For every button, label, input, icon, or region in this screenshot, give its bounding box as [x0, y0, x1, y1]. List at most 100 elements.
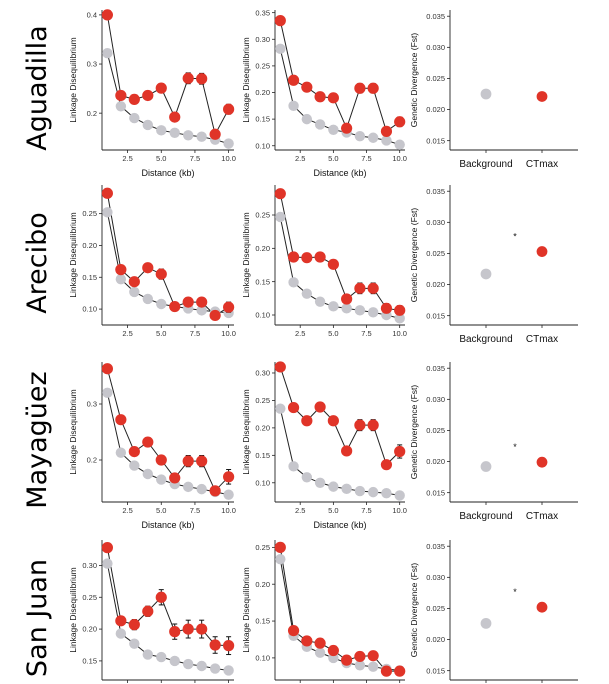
y-tick-label: 0.025 — [426, 604, 445, 613]
background-series-line — [106, 392, 229, 496]
x-tick-label: 7.5 — [361, 506, 371, 515]
y-tick-label: 0.35 — [255, 8, 270, 17]
population-label: Aguadilla — [22, 25, 53, 150]
y-tick-label: 0.020 — [426, 635, 445, 644]
background-point — [115, 447, 127, 458]
y-tick-label: 0.20 — [255, 580, 270, 589]
ctmax-point — [287, 74, 300, 86]
x-tick-label: 10.0 — [392, 154, 407, 163]
ctmax-point — [327, 92, 339, 104]
background-series-line — [279, 48, 400, 146]
ctmax-point — [115, 615, 127, 627]
ctmax-point — [155, 454, 167, 466]
ctmax-point — [354, 82, 366, 94]
background-point — [223, 138, 234, 149]
x-tick-label: 10.0 — [221, 506, 236, 515]
background-point — [394, 490, 405, 501]
y-tick-label: 0.20 — [255, 423, 270, 432]
ctmax-point — [367, 282, 379, 294]
background-point — [314, 477, 326, 488]
ctmax-point — [301, 635, 313, 647]
y-axis-label: Genetic Divergence (Fst) — [409, 563, 419, 658]
background-point — [288, 461, 299, 472]
background-point — [301, 113, 313, 125]
ctmax-point — [142, 605, 154, 617]
ctmax-point — [341, 654, 353, 666]
x-tick-label: 2.5 — [295, 154, 305, 163]
background-point — [102, 207, 113, 218]
population-row-2: Mayagüez 0.2 0.3 2.5 5.0 7.5 10.0 Linkage Diseq… — [22, 361, 578, 530]
population-row-1: Arecibo 0.10 0.15 0.20 0.25 2.5 5.0 7.5 10.0 Link… — [22, 185, 578, 345]
background-point — [129, 112, 140, 124]
background-point — [196, 305, 207, 316]
y-tick-label: 0.25 — [255, 61, 270, 70]
ctmax-point — [380, 665, 393, 677]
ctmax-point — [380, 459, 393, 471]
ctmax-point — [155, 268, 167, 280]
x-tick-label: 10.0 — [392, 329, 407, 338]
x-axis-label: Distance (kb) — [141, 520, 194, 530]
ld-panel-1: 0.10 0.15 0.20 0.25 0.30 2.5 5.0 7.5 10.0 Linkage… — [241, 361, 407, 530]
y-tick-label: 0.015 — [426, 488, 445, 497]
ctmax-point — [394, 445, 406, 458]
ctmax-point — [142, 262, 154, 274]
background-point — [156, 298, 167, 310]
ctmax-point — [314, 401, 326, 413]
background-point — [102, 48, 113, 59]
background-point — [142, 649, 153, 660]
background-point — [156, 474, 167, 485]
x-tick-label: 5.0 — [156, 154, 166, 163]
x-tick-label: 2.5 — [295, 329, 305, 338]
background-point — [142, 293, 153, 305]
background-point — [341, 303, 352, 314]
x-tick-label: 7.5 — [361, 329, 371, 338]
ctmax-point — [287, 401, 300, 414]
y-tick-label: 0.25 — [255, 211, 270, 220]
ctmax-point — [394, 304, 406, 316]
y-axis-label: Genetic Divergence (Fst) — [409, 208, 419, 303]
background-point — [288, 100, 299, 112]
y-tick-label: 0.025 — [426, 426, 445, 435]
y-tick-label: 0.030 — [426, 395, 445, 404]
y-axis-label: Genetic Divergence (Fst) — [409, 33, 419, 128]
y-tick-label: 0.3 — [87, 400, 97, 409]
background-point — [196, 131, 207, 142]
fst-ctmax-point — [536, 246, 548, 257]
y-tick-label: 0.15 — [255, 277, 270, 286]
significance-marker: * — [513, 587, 517, 597]
ctmax-point — [274, 15, 286, 27]
ld-panel-1: 0.10 0.15 0.20 0.25 0.30 0.35 2.5 5.0 7.5 10.0 Lin… — [241, 8, 407, 178]
background-point — [183, 481, 194, 493]
category-label: CTmax — [526, 159, 558, 170]
ctmax-point — [209, 309, 221, 322]
y-tick-label: 0.035 — [426, 364, 445, 373]
ctmax-point — [196, 296, 208, 308]
background-point — [169, 127, 180, 139]
x-tick-label: 10.0 — [392, 506, 407, 515]
ctmax-series-line — [106, 193, 229, 317]
background-point — [367, 661, 379, 672]
ctmax-point — [314, 91, 326, 103]
background-point — [183, 658, 194, 670]
ctmax-point — [128, 276, 140, 288]
ctmax-point — [341, 122, 353, 134]
fst-background-point — [480, 268, 492, 280]
x-tick-label: 5.0 — [328, 506, 338, 515]
ctmax-point — [223, 301, 235, 313]
x-tick-label: 2.5 — [295, 506, 305, 515]
y-axis-label: Linkage Disequilibrium — [241, 212, 251, 298]
x-tick-label: 10.0 — [221, 154, 236, 163]
ctmax-point — [380, 125, 393, 137]
y-tick-label: 0.30 — [255, 369, 270, 378]
ctmax-point — [115, 414, 127, 426]
background-point — [367, 132, 379, 143]
population-label: Arecibo — [22, 212, 53, 314]
ctmax-point — [314, 637, 326, 649]
ctmax-point — [223, 103, 235, 115]
background-point — [367, 486, 379, 498]
background-point — [367, 307, 379, 318]
ctmax-point — [101, 542, 113, 554]
ctmax-point — [354, 419, 366, 431]
fst-ctmax-point — [536, 601, 548, 613]
